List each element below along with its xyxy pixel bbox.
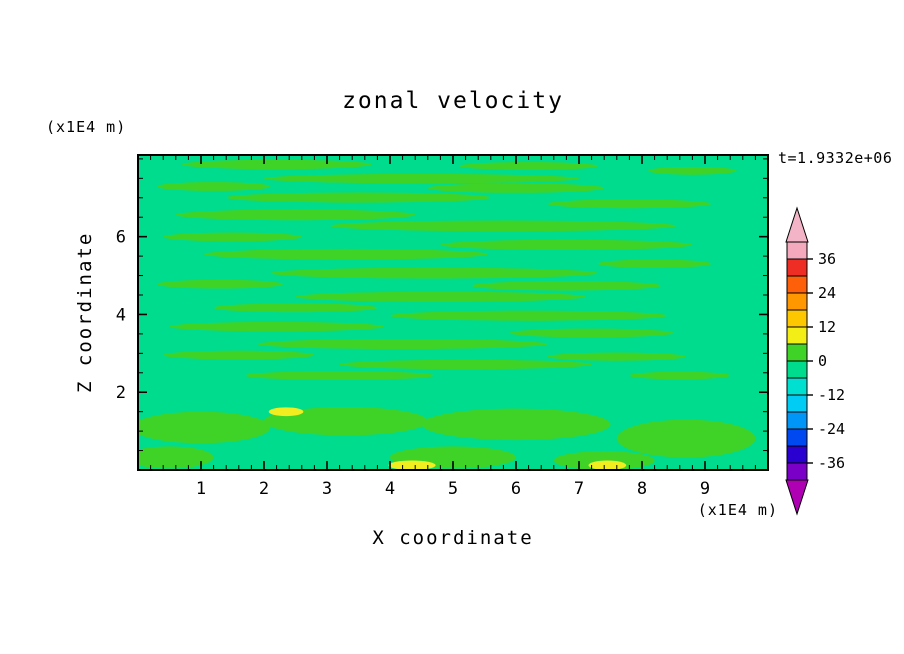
contour-blob bbox=[138, 411, 271, 444]
contour-blob bbox=[616, 419, 756, 458]
contour-streak bbox=[440, 239, 693, 250]
contour-blob bbox=[264, 407, 428, 436]
contour-streak bbox=[459, 162, 598, 170]
contour-streak bbox=[245, 371, 435, 380]
contour-blob bbox=[138, 446, 214, 469]
time-annotation: t=1.9332e+06 bbox=[778, 149, 893, 167]
contour-field bbox=[138, 155, 768, 470]
y-axis-ticks: 2 4 6 bbox=[116, 158, 768, 452]
y-tick-label: 2 bbox=[116, 383, 126, 403]
contour-streak bbox=[597, 259, 712, 268]
x-tick-label: 4 bbox=[385, 479, 395, 499]
contour-streak bbox=[226, 192, 491, 203]
contour-streak bbox=[213, 303, 378, 313]
colorbar-tick-label: 36 bbox=[818, 250, 836, 268]
x-tick-label: 3 bbox=[322, 479, 332, 499]
colorbar-segment bbox=[786, 309, 808, 328]
colorbar-tick-label: 24 bbox=[818, 284, 836, 302]
y-tick-label: 4 bbox=[116, 305, 126, 325]
colorbar-segment bbox=[786, 394, 808, 413]
contour-spot bbox=[588, 460, 627, 470]
colorbar-tick-label: 0 bbox=[818, 352, 827, 370]
colorbar-segment bbox=[786, 343, 808, 362]
contour-streak bbox=[270, 267, 598, 279]
x-axis-ticks: 1 2 3 4 5 6 7 8 9 bbox=[150, 155, 756, 499]
contour-streak bbox=[156, 182, 271, 191]
contour-streak bbox=[182, 159, 372, 170]
contour-streak bbox=[427, 183, 605, 193]
colorbar-segment bbox=[786, 326, 808, 345]
colorbar-segment bbox=[786, 258, 808, 277]
x-tick-label: 8 bbox=[637, 479, 647, 499]
colorbar-segment bbox=[786, 428, 808, 447]
contour-streak bbox=[156, 279, 283, 289]
colorbar-under-arrow bbox=[785, 479, 809, 516]
colorbar: 36 24 12 0 -12 -24 -36 bbox=[785, 206, 845, 516]
colorbar-segment bbox=[786, 411, 808, 430]
x-axis-unit-label: (x1E4 m) bbox=[697, 501, 778, 519]
contour-streak bbox=[547, 199, 712, 209]
contour-streak bbox=[264, 173, 579, 184]
x-axis-title: X coordinate bbox=[372, 527, 534, 549]
x-tick-label: 7 bbox=[574, 479, 584, 499]
contour-streak bbox=[163, 232, 302, 242]
x-tick-label: 2 bbox=[259, 479, 269, 499]
colorbar-segment bbox=[786, 241, 808, 260]
contour-streak bbox=[389, 310, 668, 321]
contour-spot bbox=[388, 460, 436, 470]
y-axis-unit-label: (x1E4 m) bbox=[46, 118, 127, 136]
colorbar-segment bbox=[786, 360, 808, 379]
colorbar-tick-label: -12 bbox=[818, 386, 845, 404]
contour-streak bbox=[509, 328, 674, 338]
contour-streak bbox=[169, 321, 384, 332]
colorbar-over-arrow bbox=[785, 206, 809, 243]
x-tick-label: 6 bbox=[511, 479, 521, 499]
colorbar-tick-label: -36 bbox=[818, 454, 845, 472]
contour-streak bbox=[175, 209, 416, 221]
contour-spot bbox=[268, 407, 304, 417]
colorbar-segment bbox=[786, 445, 808, 464]
x-tick-label: 1 bbox=[196, 479, 206, 499]
contour-streak bbox=[629, 371, 731, 380]
contour-blob bbox=[421, 408, 611, 441]
colorbar-segment bbox=[786, 377, 808, 396]
contour-streak bbox=[339, 359, 592, 370]
contour-streak bbox=[257, 338, 548, 350]
colorbar-segment bbox=[786, 462, 808, 481]
contour-streak bbox=[547, 352, 687, 361]
contour-streak bbox=[471, 281, 661, 291]
contour-streak bbox=[163, 350, 315, 360]
colorbar-tick-label: 12 bbox=[818, 318, 836, 336]
chart-title: zonal velocity bbox=[342, 88, 564, 114]
contour-streak bbox=[204, 248, 488, 260]
x-tick-label: 9 bbox=[700, 479, 710, 499]
contour-streak bbox=[295, 291, 586, 302]
colorbar-tick-label: -24 bbox=[818, 420, 845, 438]
x-tick-label: 5 bbox=[448, 479, 458, 499]
colorbar-segment bbox=[786, 275, 808, 294]
y-tick-label: 6 bbox=[116, 228, 126, 248]
colorbar-segment bbox=[786, 292, 808, 311]
contour-streak bbox=[648, 166, 737, 175]
contour-streak bbox=[330, 220, 677, 232]
